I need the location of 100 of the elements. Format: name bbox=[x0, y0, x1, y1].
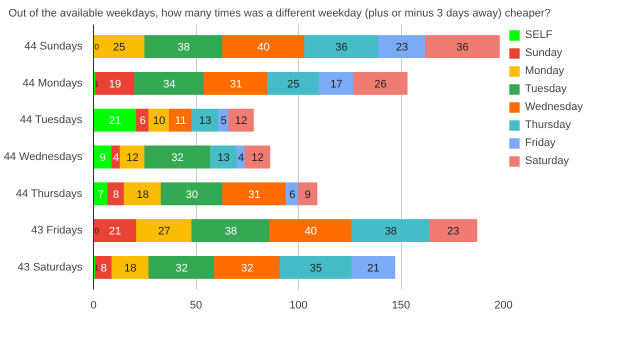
bar bbox=[124, 182, 162, 206]
bar bbox=[267, 72, 320, 95]
bar bbox=[94, 35, 146, 58]
bar bbox=[298, 182, 318, 206]
data-label: 0 bbox=[94, 226, 100, 236]
data-label: 31 bbox=[230, 78, 242, 90]
bar bbox=[136, 219, 192, 242]
data-label: 30 bbox=[186, 188, 198, 201]
bar bbox=[318, 72, 354, 95]
data-label: 13 bbox=[218, 152, 230, 164]
data-label: 4 bbox=[238, 152, 244, 164]
bar bbox=[95, 72, 135, 95]
legend-label: Wednesday bbox=[525, 101, 583, 113]
data-label: 5 bbox=[220, 115, 227, 128]
data-label: 21 bbox=[367, 262, 380, 274]
bar bbox=[94, 219, 137, 242]
data-label: 0 bbox=[94, 42, 100, 52]
bar bbox=[204, 72, 268, 95]
bar bbox=[112, 256, 150, 279]
bar bbox=[351, 219, 430, 242]
bar bbox=[425, 35, 500, 58]
legend-label: SELF bbox=[525, 29, 553, 41]
data-label: 32 bbox=[241, 262, 254, 274]
data-label: 21 bbox=[108, 226, 122, 238]
y-tick-label: 44 Sundays bbox=[24, 40, 83, 53]
data-label: 4 bbox=[112, 152, 120, 164]
data-label: 32 bbox=[176, 262, 188, 274]
bar bbox=[210, 146, 238, 168]
y-tick-label: 44 Wednesdays bbox=[4, 151, 83, 163]
legend-label: Friday bbox=[525, 137, 556, 149]
x-tick-label: 150 bbox=[392, 300, 410, 312]
data-label: 23 bbox=[396, 42, 408, 54]
data-label: 7 bbox=[98, 188, 104, 201]
data-label: 13 bbox=[199, 115, 212, 128]
data-label: 8 bbox=[100, 262, 107, 274]
data-label: 32 bbox=[171, 152, 184, 164]
legend-label: Monday bbox=[525, 65, 564, 77]
y-tick-label: 44 Thursdays bbox=[16, 188, 83, 200]
data-label: 9 bbox=[100, 152, 106, 164]
data-label: 38 bbox=[224, 226, 237, 238]
bar bbox=[378, 35, 426, 58]
legend-label: Thursday bbox=[525, 119, 571, 131]
bar bbox=[120, 146, 146, 168]
bar bbox=[222, 182, 287, 206]
data-label: 36 bbox=[456, 42, 469, 54]
bar bbox=[351, 256, 396, 279]
y-tick-label: 44 Mondays bbox=[22, 77, 83, 90]
bar bbox=[214, 256, 280, 279]
data-label: 1 bbox=[94, 79, 100, 88]
bar bbox=[144, 146, 211, 168]
x-tick-label: 100 bbox=[289, 300, 308, 312]
data-label: 21 bbox=[108, 115, 122, 128]
data-label: 8 bbox=[112, 188, 120, 201]
data-label: 40 bbox=[258, 42, 270, 54]
data-label: 10 bbox=[152, 115, 166, 128]
legend-label: Sunday bbox=[525, 47, 562, 59]
bar bbox=[429, 219, 478, 242]
bar bbox=[144, 35, 224, 58]
data-label: 34 bbox=[163, 78, 176, 90]
data-label: 18 bbox=[136, 188, 149, 201]
data-label: 26 bbox=[374, 78, 387, 90]
data-label: 38 bbox=[178, 42, 190, 54]
bar bbox=[134, 72, 205, 95]
data-label: 40 bbox=[304, 226, 317, 238]
data-label: 25 bbox=[113, 42, 126, 54]
bar bbox=[228, 108, 254, 132]
data-label: 25 bbox=[287, 78, 300, 90]
data-label: 11 bbox=[174, 115, 186, 128]
data-label: 36 bbox=[335, 42, 348, 54]
data-label: 12 bbox=[234, 115, 248, 128]
bar bbox=[94, 108, 137, 132]
data-label: 6 bbox=[140, 115, 146, 128]
legend-label: Tuesday bbox=[525, 83, 567, 95]
y-tick-label: 43 Saturdays bbox=[18, 261, 83, 274]
data-label: 38 bbox=[384, 226, 397, 238]
bar bbox=[222, 35, 306, 58]
legend-label: Saturday bbox=[525, 155, 570, 167]
bar bbox=[192, 219, 270, 242]
bar bbox=[280, 256, 352, 279]
bar bbox=[269, 219, 352, 242]
y-tick-label: 43 Fridays bbox=[31, 224, 83, 237]
bar bbox=[304, 35, 379, 58]
data-label: 17 bbox=[330, 78, 343, 90]
data-label: 1 bbox=[94, 263, 100, 272]
data-label: 6 bbox=[289, 188, 296, 201]
data-label: 12 bbox=[251, 152, 264, 164]
data-label: 12 bbox=[126, 152, 139, 164]
x-tick-label: 200 bbox=[494, 300, 513, 312]
chart-title: Out of the available weekdays, how many times was a different weekday (plus or minus 3 days away) cheaper? bbox=[8, 8, 551, 20]
data-label: 27 bbox=[158, 226, 170, 238]
data-label: 35 bbox=[310, 262, 322, 274]
data-label: 23 bbox=[447, 226, 460, 238]
data-label: 19 bbox=[108, 78, 122, 90]
data-label: 18 bbox=[124, 262, 137, 274]
bar bbox=[244, 146, 270, 168]
x-tick-label: 0 bbox=[90, 300, 97, 312]
data-label: 9 bbox=[304, 188, 311, 201]
bar bbox=[353, 72, 408, 95]
y-tick-label: 44 Tuesdays bbox=[20, 114, 83, 126]
x-tick-label: 50 bbox=[190, 300, 202, 312]
